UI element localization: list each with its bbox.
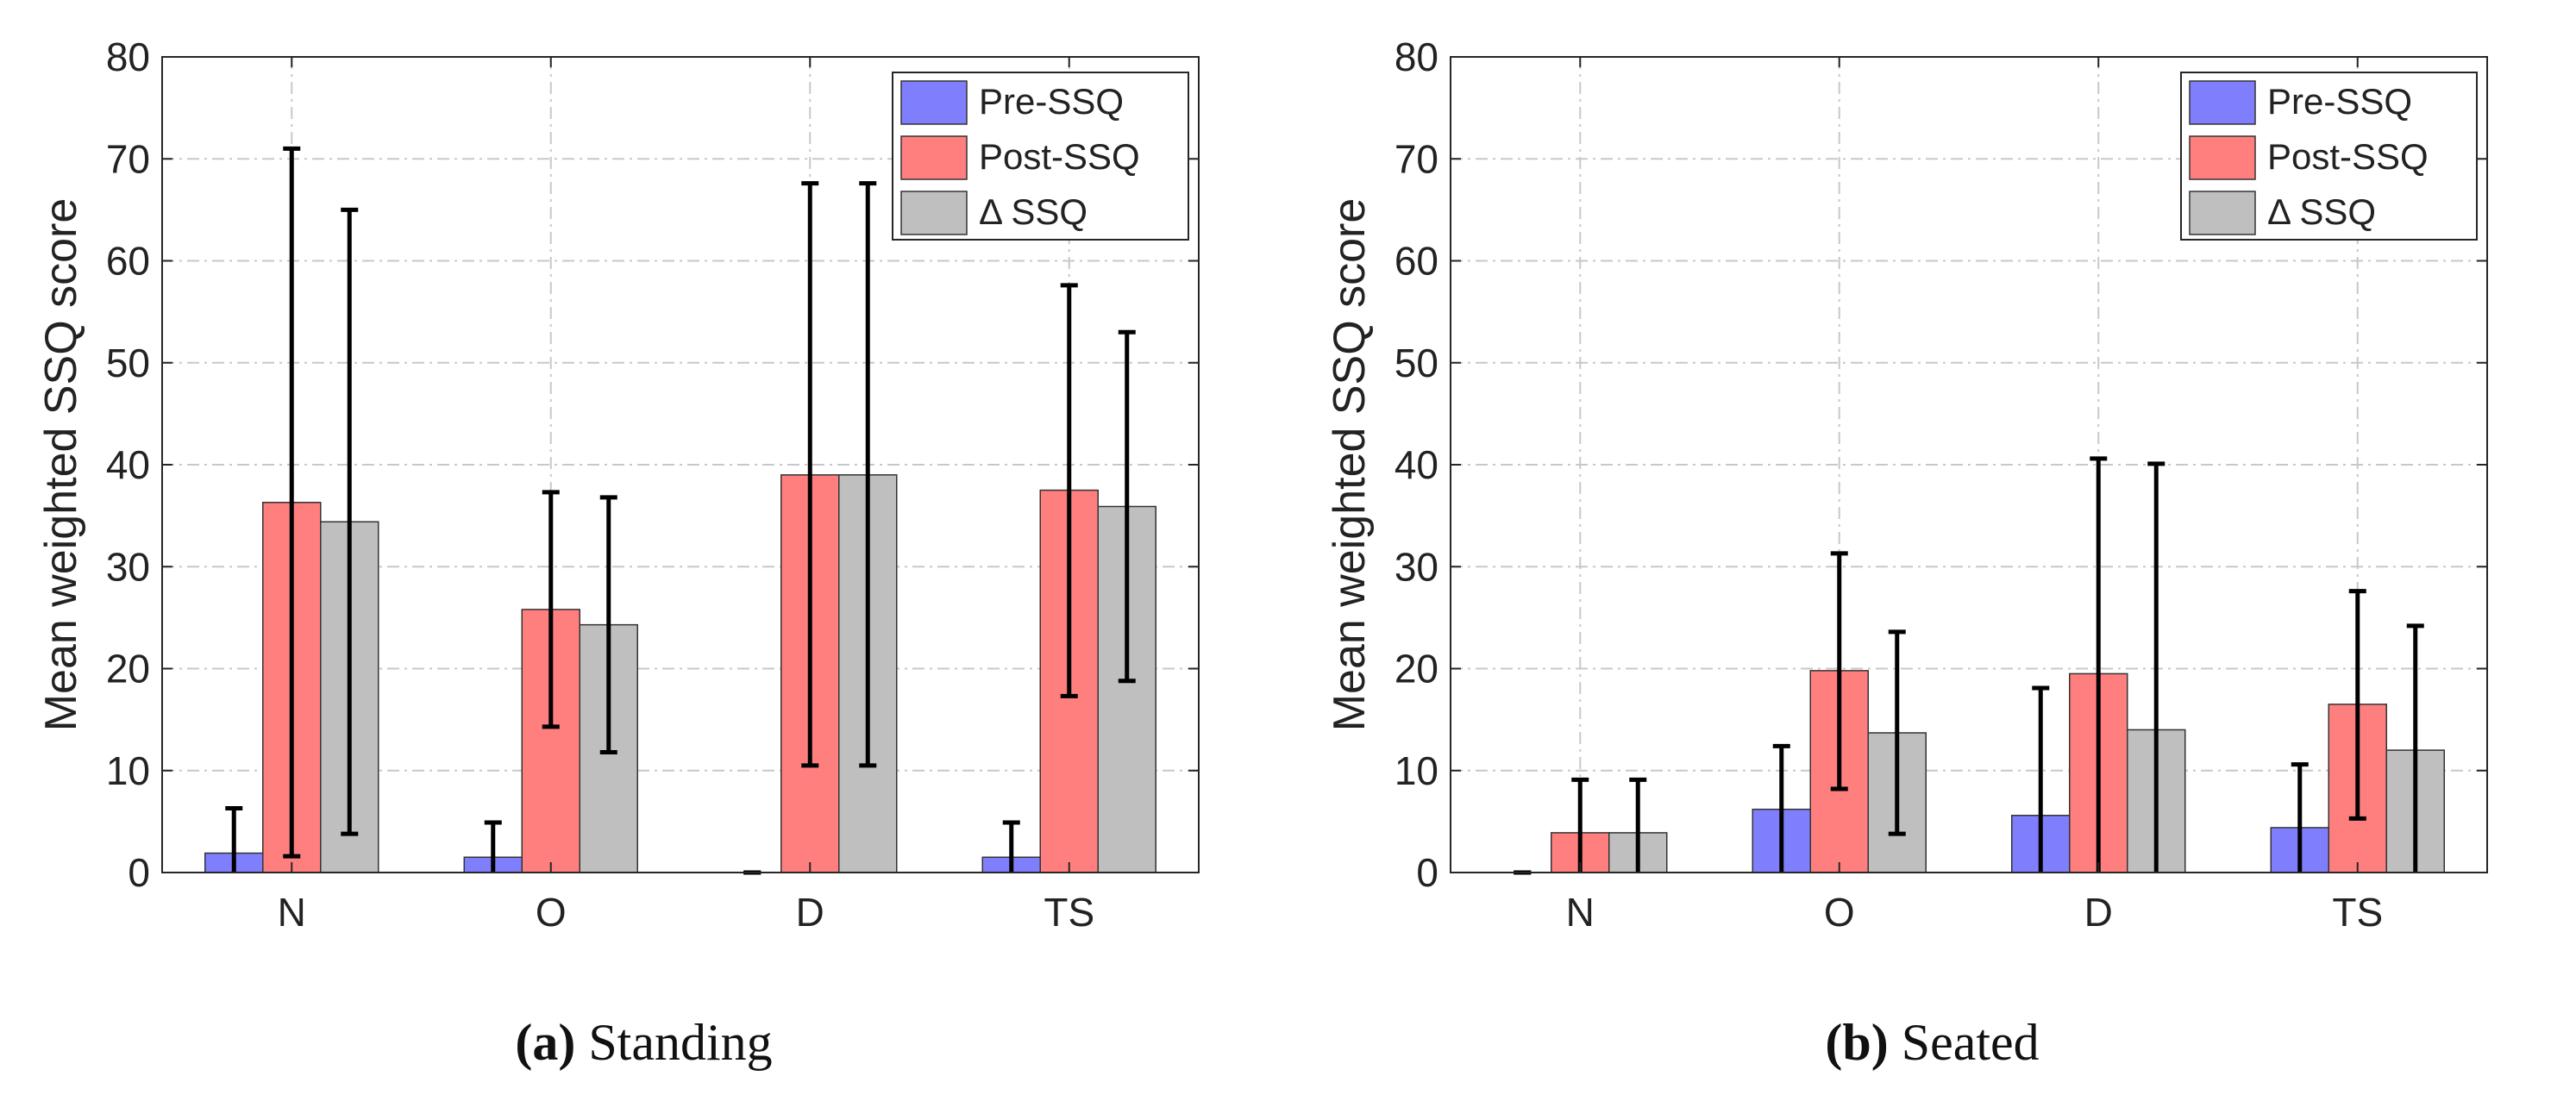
x-tick-label-o: O <box>1824 890 1855 935</box>
legend-label: Δ SSQ <box>979 191 1087 232</box>
caption-standing: (a) Standing <box>0 1013 1288 1073</box>
y-tick-label: 20 <box>1395 647 1438 691</box>
x-tick-label-d: D <box>2084 890 2113 935</box>
legend-label: Post-SSQ <box>979 136 1140 177</box>
y-tick-label: 30 <box>1395 544 1438 589</box>
caption-seated: (b) Seated <box>1288 1013 2576 1073</box>
y-tick-label: 60 <box>1395 239 1438 284</box>
legend-swatch <box>900 80 968 125</box>
legend-swatch <box>900 191 968 235</box>
y-tick-label: 40 <box>1395 442 1438 487</box>
caption-letter: (a) <box>515 1014 576 1071</box>
caption-text: Standing <box>588 1014 773 1071</box>
y-tick-label: 10 <box>1395 748 1438 793</box>
y-tick-label: 0 <box>128 850 150 895</box>
x-tick-label-n: N <box>1566 890 1595 935</box>
chart-panel-seated: 0 10 20 30 40 50 60 70 80 N O D TS Mean weighted SSQ … <box>1288 0 2576 1101</box>
y-tick-label: 10 <box>106 748 150 793</box>
x-tick-label-o: O <box>536 890 567 935</box>
x-tick-label-d: D <box>796 890 824 935</box>
x-tick-label-n: N <box>278 890 306 935</box>
legend-label: Δ SSQ <box>2267 191 2376 232</box>
y-tick-label: 70 <box>1395 136 1438 181</box>
chart-seated-svg: 0 10 20 30 40 50 60 70 80 N O D TS Mean weighted SSQ … <box>1325 34 2488 935</box>
chart-standing-svg: 0 10 20 30 40 50 60 70 80 N O D TS Mean weighted SSQ … <box>36 34 1200 935</box>
y-tick-label: 30 <box>106 544 150 589</box>
caption-text: Seated <box>1901 1014 2040 1071</box>
chart-panel-standing: 0 10 20 30 40 50 60 70 80 N O D TS Mean weighted SSQ … <box>0 34 1288 1073</box>
x-tick-label-ts: TS <box>2332 890 2383 935</box>
legend-label: Pre-SSQ <box>979 81 1124 122</box>
y-tick-label: 80 <box>106 34 150 79</box>
y-axis-label: Mean weighted SSQ score <box>1325 198 1375 732</box>
y-tick-label: 0 <box>1416 850 1438 895</box>
y-axis-label: Mean weighted SSQ score <box>36 198 86 732</box>
legend-label: Pre-SSQ <box>2267 81 2412 122</box>
legend-swatch <box>2189 135 2256 180</box>
legend-label: Post-SSQ <box>2267 136 2429 177</box>
y-tick-label: 60 <box>106 239 150 284</box>
legend-swatch <box>2189 80 2256 125</box>
x-tick-label-ts: TS <box>1044 890 1094 935</box>
y-tick-label: 40 <box>106 442 150 487</box>
y-tick-label: 70 <box>106 136 150 181</box>
legend-swatch <box>2189 191 2256 235</box>
y-tick-label: 20 <box>106 647 150 691</box>
y-tick-label: 50 <box>1395 341 1438 385</box>
y-tick-label: 50 <box>106 341 150 385</box>
y-tick-label: 80 <box>1395 34 1438 79</box>
caption-letter: (b) <box>1825 1014 1889 1071</box>
legend-swatch <box>900 135 968 180</box>
